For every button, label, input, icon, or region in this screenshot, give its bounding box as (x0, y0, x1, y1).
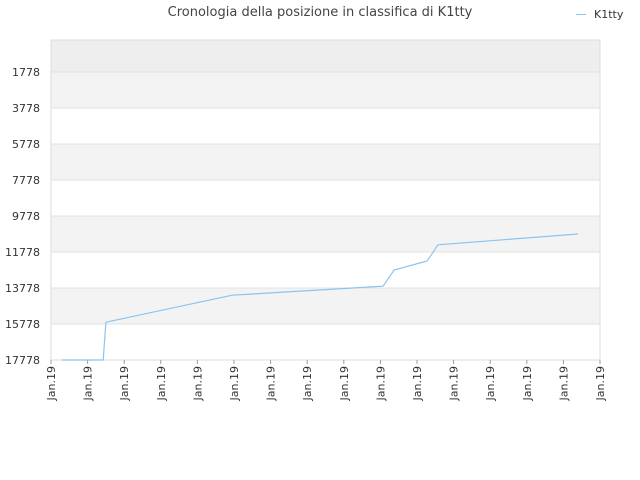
plot-band (51, 288, 600, 325)
x-tick-label: Jan.19 (448, 366, 461, 401)
x-tick-label: Jan.19 (301, 366, 314, 401)
y-tick-label: 15778 (5, 318, 40, 331)
legend: K1tty (576, 8, 623, 21)
chart-title: Cronologia della posizione in classifica… (167, 5, 473, 20)
x-tick-label: Jan.19 (82, 366, 95, 401)
x-tick-label: Jan.19 (411, 366, 424, 401)
x-tick-label: Jan.19 (228, 366, 241, 401)
plot-band (51, 40, 600, 73)
plot-band (51, 252, 600, 289)
plot-band (51, 144, 600, 181)
x-tick-label: Jan.19 (521, 366, 534, 401)
plot-frame (50, 39, 601, 361)
series-line-k1tty (62, 233, 579, 361)
x-tick-label: Jan.19 (45, 366, 58, 401)
plot-band (51, 72, 600, 109)
y-tick-label: 1778 (12, 66, 40, 79)
x-tick-label: Jan.19 (191, 366, 204, 401)
plot-band (51, 216, 600, 253)
x-tick-label: Jan.19 (557, 366, 570, 401)
y-tick-label: 13778 (5, 282, 40, 295)
y-tick-label: 9778 (12, 210, 40, 223)
y-tick-label: 3778 (12, 102, 40, 115)
x-tick-label: Jan.19 (338, 366, 351, 401)
y-tick-label: 11778 (5, 246, 40, 259)
y-tick-label: 17778 (5, 354, 40, 367)
x-tick-label: Jan.19 (118, 366, 131, 401)
plot-band (51, 180, 600, 217)
x-tick-label: Jan.19 (594, 366, 607, 401)
x-tick-label: Jan.19 (155, 366, 168, 401)
legend-label: K1tty (594, 8, 624, 21)
y-tick-label: 5778 (12, 138, 40, 151)
x-tick-label: Jan.19 (374, 366, 387, 401)
y-tick-label: 7778 (12, 174, 40, 187)
legend-swatch (576, 14, 586, 15)
plot-band (51, 108, 600, 145)
x-tick-label: Jan.19 (484, 366, 497, 401)
plot-band (51, 324, 600, 360)
x-tick-label: Jan.19 (265, 366, 278, 401)
